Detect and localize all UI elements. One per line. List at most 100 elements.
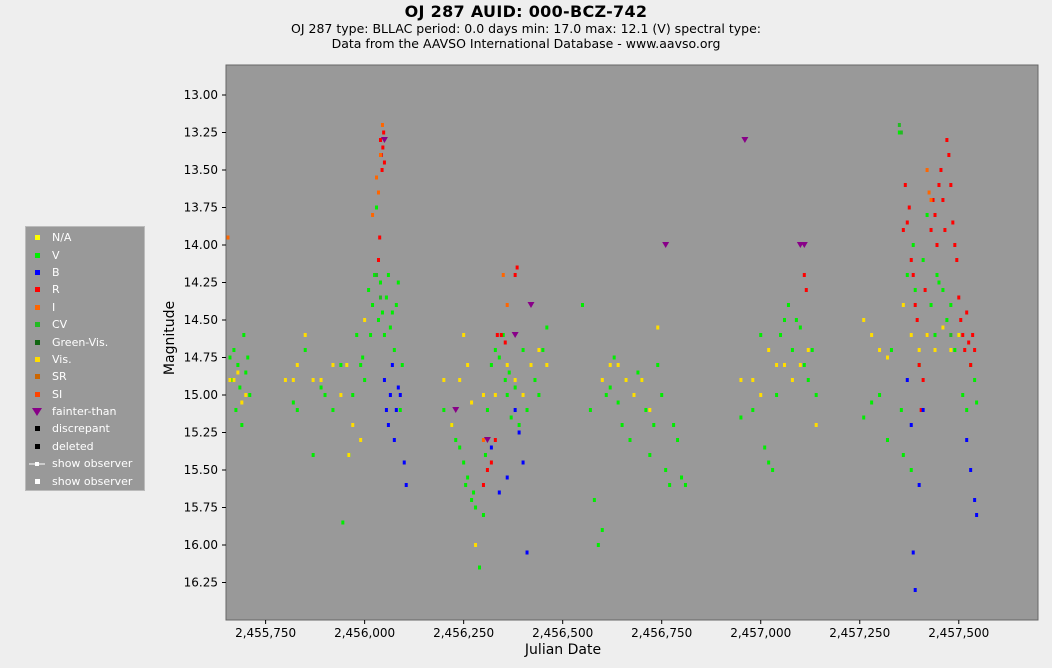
legend-item: Vis. [26, 351, 144, 368]
data-point [481, 393, 485, 397]
data-point [800, 242, 808, 248]
data-point [398, 393, 402, 397]
data-point [660, 393, 664, 397]
legend-marker-icon [26, 322, 48, 328]
data-point [493, 348, 497, 352]
data-point [905, 273, 909, 277]
data-point [483, 437, 491, 443]
legend-label: CV [52, 318, 68, 332]
data-point [941, 198, 945, 202]
legend-marker-icon [26, 443, 48, 449]
data-point [339, 363, 343, 367]
data-point [499, 333, 503, 337]
data-point [497, 490, 501, 495]
data-point [636, 370, 640, 375]
data-point [945, 318, 949, 322]
data-point [454, 438, 458, 442]
data-point [911, 550, 915, 555]
data-point [283, 378, 287, 382]
data-point [971, 333, 975, 337]
legend-item: CV [26, 316, 144, 333]
data-point [945, 138, 949, 142]
data-point [481, 438, 485, 442]
data-point [246, 355, 250, 360]
x-tick-label: 2,456,500 [532, 626, 593, 640]
legend-marker-icon [26, 356, 48, 362]
data-point [790, 348, 794, 352]
data-point [965, 310, 969, 315]
data-point [941, 288, 945, 292]
data-point [359, 438, 363, 442]
data-point [521, 393, 525, 397]
data-point [404, 483, 408, 487]
data-point [503, 378, 507, 382]
data-point [390, 310, 394, 315]
data-point [394, 303, 398, 307]
data-point [228, 355, 232, 360]
legend-label: show observer [52, 457, 133, 471]
data-point [545, 325, 549, 330]
data-point [517, 423, 521, 427]
data-point [949, 183, 953, 187]
data-point [234, 408, 238, 412]
y-tick-label: 14.75 [184, 351, 218, 365]
data-point [782, 363, 786, 367]
data-point [400, 363, 404, 367]
data-point [450, 423, 454, 427]
legend-item: R [26, 281, 144, 298]
legend-item: I [26, 299, 144, 316]
data-point [911, 273, 915, 277]
data-point [973, 498, 977, 502]
data-point [975, 400, 979, 405]
data-point [933, 348, 937, 352]
data-point [345, 363, 349, 367]
data-point [311, 378, 315, 382]
data-point [885, 355, 889, 360]
data-point [501, 333, 505, 337]
data-point [925, 168, 929, 172]
data-point [917, 483, 921, 487]
data-point [935, 243, 939, 247]
data-point [961, 393, 965, 397]
data-point [929, 198, 933, 202]
data-point [388, 393, 392, 397]
data-point [973, 348, 977, 352]
legend-label: I [52, 300, 56, 314]
chart-source-line: Data from the AAVSO International Databa… [331, 36, 721, 51]
data-point [373, 273, 377, 277]
data-point [628, 438, 632, 442]
y-tick-label: 15.00 [184, 388, 218, 402]
data-point [901, 303, 905, 307]
data-point [384, 295, 388, 300]
data-point [347, 453, 351, 457]
y-tick-label: 15.50 [184, 463, 218, 477]
data-point [515, 265, 519, 270]
series-vis- [228, 303, 961, 547]
data-point [226, 235, 230, 240]
data-point [885, 438, 889, 442]
data-point [683, 483, 687, 487]
data-point [470, 400, 474, 405]
data-point [466, 475, 470, 480]
legend-marker-icon [26, 235, 48, 241]
data-point [541, 348, 545, 352]
data-point [959, 318, 963, 322]
data-point [899, 408, 903, 412]
data-point [533, 378, 537, 382]
data-point [378, 138, 382, 142]
data-point [612, 355, 616, 360]
data-point [517, 430, 521, 435]
data-point [396, 280, 400, 285]
data-point [929, 303, 933, 307]
data-point [632, 393, 636, 397]
data-point [527, 302, 535, 308]
data-point [814, 393, 818, 397]
data-point [474, 505, 478, 510]
data-point [925, 213, 929, 217]
data-point [969, 363, 973, 367]
y-tick-label: 14.00 [184, 238, 218, 252]
data-point [489, 445, 493, 450]
data-point [927, 190, 931, 195]
data-point [521, 348, 525, 352]
